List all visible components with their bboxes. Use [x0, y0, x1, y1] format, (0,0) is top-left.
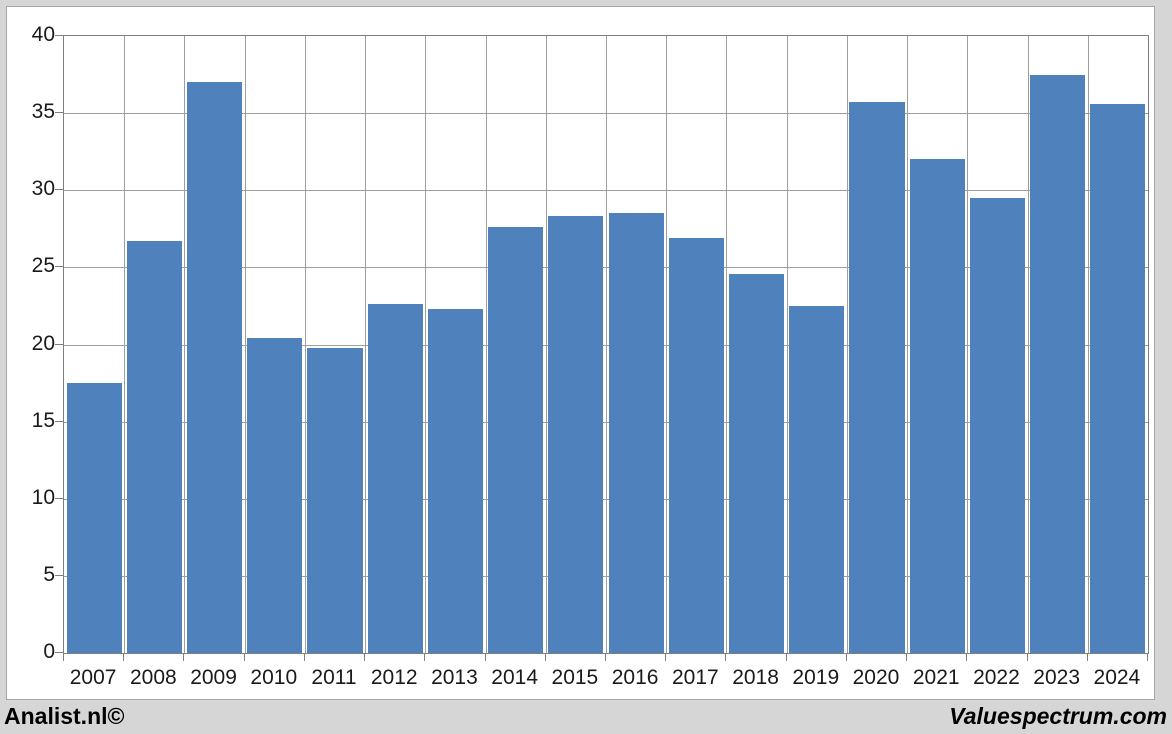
- bar-2018: [728, 273, 785, 653]
- bar-2022: [969, 197, 1026, 653]
- x-tick-mark-8: [544, 653, 546, 661]
- x-tick-label-2015: 2015: [551, 666, 599, 689]
- x-tick-mark-0: [63, 653, 64, 661]
- y-tick-label-0: 0: [43, 640, 55, 663]
- gridline-vertical-8: [545, 36, 547, 653]
- bar-2013: [427, 309, 484, 653]
- y-tick-label-30: 30: [31, 177, 55, 201]
- x-tick-mark-2: [183, 653, 185, 661]
- bar-2007: [66, 383, 122, 653]
- x-tick-mark-18: [1147, 653, 1148, 661]
- bar-2008: [126, 241, 182, 653]
- x-tick-label-2018: 2018: [732, 666, 779, 689]
- y-tick-label-15: 15: [31, 408, 55, 432]
- x-tick-mark-9: [605, 653, 606, 661]
- x-tick-mark-15: [966, 653, 968, 661]
- bar-2021: [909, 159, 965, 653]
- gridline-vertical-7: [485, 36, 487, 653]
- x-tick-mark-13: [845, 653, 847, 661]
- gridline-vertical-3: [244, 36, 246, 653]
- gridline-vertical-10: [666, 36, 668, 653]
- x-tick-label-2016: 2016: [611, 666, 659, 689]
- gridline-vertical-9: [606, 36, 607, 653]
- y-tick-label-40: 40: [31, 23, 55, 46]
- x-tick-mark-16: [1026, 653, 1028, 661]
- gridline-vertical-15: [967, 36, 969, 653]
- bar-2011: [307, 347, 363, 653]
- x-tick-label-2021: 2021: [912, 666, 960, 689]
- y-tick-mark-35: [55, 112, 63, 114]
- brand-analist: Analist.nl©: [4, 703, 125, 729]
- x-tick-label-2020: 2020: [852, 666, 900, 689]
- x-tick-label-2009: 2009: [190, 666, 237, 689]
- bar-2014: [488, 227, 544, 653]
- x-tick-mark-12: [785, 653, 787, 661]
- x-tick-label-2007: 2007: [69, 666, 117, 689]
- y-tick-mark-10: [55, 497, 63, 499]
- gridline-vertical-11: [726, 36, 728, 653]
- brand-valuespectrum: Valuespectrum.com: [949, 703, 1167, 729]
- x-tick-mark-10: [665, 653, 667, 661]
- x-tick-mark-17: [1086, 653, 1088, 661]
- bar-2012: [367, 304, 423, 653]
- gridline-vertical-14: [907, 36, 909, 653]
- x-tick-mark-11: [725, 653, 727, 661]
- footer-bar: Analist.nl© Valuespectrum.com: [0, 702, 1172, 734]
- x-tick-label-2024: 2024: [1093, 666, 1141, 689]
- x-tick-label-2023: 2023: [1033, 666, 1081, 689]
- gridline-vertical-12: [786, 36, 788, 653]
- x-tick-label-2014: 2014: [491, 666, 539, 689]
- y-tick-mark-15: [55, 420, 63, 422]
- x-tick-mark-1: [123, 653, 125, 661]
- bar-2024: [1090, 103, 1146, 653]
- y-tick-label-35: 35: [31, 100, 55, 124]
- chart-frame: 0 5 10 15 20 25 30 35 40 2007 2008 2009 2010 2011 201…: [6, 6, 1155, 700]
- x-tick-mark-4: [303, 653, 305, 661]
- x-tick-mark-7: [484, 653, 486, 661]
- bar-2009: [186, 82, 243, 653]
- y-tick-mark-40: [55, 35, 63, 36]
- x-tick-label-2017: 2017: [671, 666, 719, 689]
- gridline-vertical-6: [425, 36, 427, 653]
- plot-area: [63, 35, 1149, 654]
- x-tick-label-2019: 2019: [792, 666, 840, 689]
- x-tick-mark-5: [364, 653, 366, 661]
- x-tick-label-2011: 2011: [311, 666, 357, 689]
- y-tick-mark-5: [55, 574, 63, 576]
- x-tick-label-2008: 2008: [129, 666, 177, 689]
- y-tick-label-20: 20: [31, 331, 55, 355]
- x-tick-label-2010: 2010: [250, 666, 298, 689]
- gridline-vertical-13: [846, 36, 848, 653]
- bar-2015: [548, 216, 604, 653]
- bar-2019: [789, 305, 845, 653]
- bar-2017: [668, 238, 724, 653]
- y-tick-label-25: 25: [31, 254, 55, 278]
- gridline-vertical-16: [1027, 36, 1029, 653]
- y-tick-mark-20: [55, 343, 63, 345]
- gridline-vertical-5: [365, 36, 367, 653]
- x-tick-label-2013: 2013: [431, 666, 478, 689]
- x-tick-mark-14: [906, 653, 908, 661]
- gridline-vertical-1: [124, 36, 126, 653]
- x-tick-label-2022: 2022: [973, 666, 1020, 689]
- y-tick-mark-30: [55, 189, 63, 191]
- bar-2023: [1030, 74, 1086, 653]
- bar-2020: [849, 102, 905, 653]
- y-tick-mark-0: [55, 652, 63, 653]
- gridline-vertical-17: [1087, 36, 1089, 653]
- gridline-vertical-4: [304, 36, 306, 653]
- x-tick-label-2012: 2012: [370, 666, 418, 689]
- bar-2016: [608, 213, 664, 653]
- gridline-vertical-2: [184, 36, 186, 653]
- y-tick-label-10: 10: [31, 485, 55, 509]
- x-tick-mark-3: [243, 653, 245, 661]
- y-tick-label-5: 5: [43, 562, 55, 586]
- bar-2010: [247, 338, 303, 653]
- x-tick-mark-6: [424, 653, 426, 661]
- y-tick-mark-25: [55, 266, 63, 268]
